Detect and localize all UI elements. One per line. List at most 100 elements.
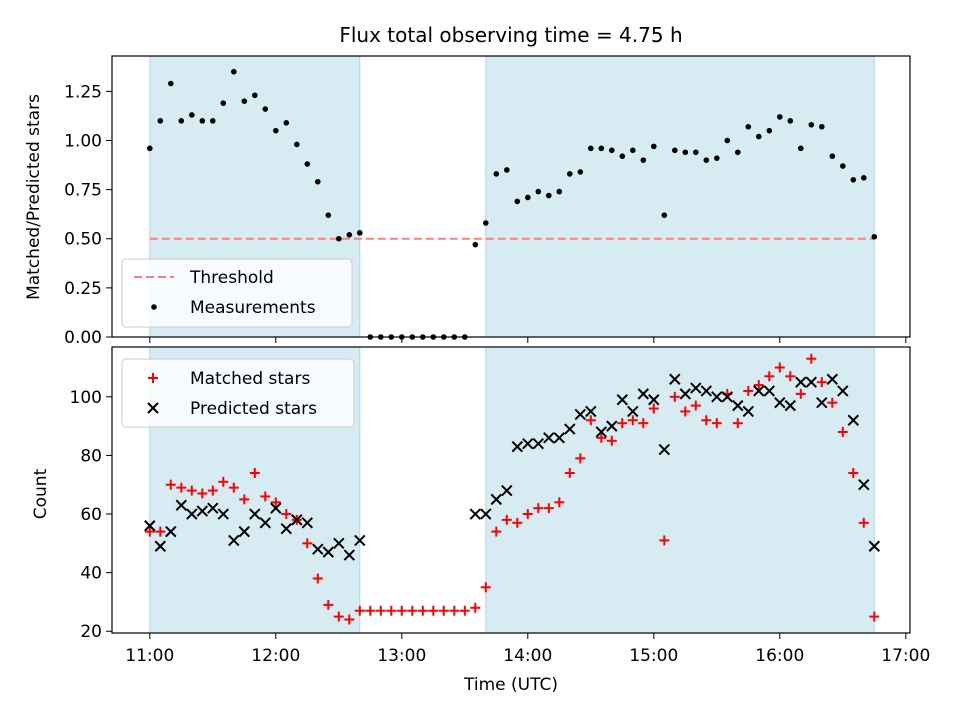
matched-star-point — [491, 526, 502, 537]
predicted-star-mark-b — [291, 514, 303, 526]
predicted-star-mark-b — [606, 420, 618, 432]
predicted-star-mark-b — [207, 502, 219, 514]
predicted-star-point — [312, 543, 324, 555]
measurement-point — [577, 169, 584, 175]
matched-star-point — [438, 605, 449, 616]
measurement-point — [640, 157, 647, 163]
predicted-star-point — [711, 391, 723, 403]
measurement-point — [525, 194, 531, 201]
predicted-star-point — [259, 517, 272, 529]
measurement-point — [189, 112, 195, 118]
bottom-panel: 20 40 60 80 100 11:00 12:00 13:00 14:00 15:00 16:… — [31, 346, 930, 695]
predicted-star-point — [774, 396, 786, 409]
top-y-axis-label: Matched/Predicted stars — [24, 94, 44, 300]
matched-star-points — [144, 353, 880, 625]
measurement-point — [735, 149, 741, 156]
bottom-x-tick-label: 14:00 — [503, 646, 552, 666]
predicted-star-point — [700, 385, 713, 397]
predicted-star-mark-b — [627, 405, 639, 418]
predicted-star-point — [564, 423, 576, 435]
matched-star-point — [669, 391, 680, 402]
matched-star-point — [281, 509, 292, 520]
matched-star-point — [858, 517, 869, 528]
matched-star-point — [375, 605, 386, 616]
predicted-star-mark-b — [522, 437, 534, 450]
matched-star-point — [449, 605, 460, 616]
predicted-star-point — [553, 432, 566, 444]
measurement-points — [147, 68, 878, 340]
predicted-star-mark-b — [742, 405, 755, 418]
measurement-point — [871, 233, 878, 240]
predicted-star-point — [154, 540, 167, 552]
top-plot-frame — [111, 55, 911, 338]
predicted-star-mark-b — [312, 543, 324, 555]
measurement-point — [504, 167, 510, 173]
predicted-star-mark-b — [658, 443, 671, 456]
top-x-ticks — [149, 337, 907, 343]
measurement-point — [231, 68, 237, 75]
predicted-star-point — [501, 484, 513, 497]
legend-threshold-label: Threshold — [189, 268, 274, 288]
matched-star-point — [837, 426, 848, 437]
predicted-star-mark-b — [616, 394, 629, 406]
predicted-star-mark-b — [196, 505, 209, 517]
measurement-point — [346, 232, 353, 238]
predicted-star-mark-b — [249, 508, 261, 520]
measurement-point — [850, 176, 857, 183]
predicted-star-mark-b — [763, 385, 776, 397]
predicted-star-mark-b — [553, 432, 566, 444]
predicted-star-point — [238, 525, 251, 538]
bottom-y-tick-label: 80 — [80, 446, 102, 466]
bottom-x-tick-label: 13:00 — [377, 646, 426, 666]
predicted-star-point — [795, 376, 807, 388]
predicted-star-points — [144, 373, 881, 561]
predicted-star-mark-b — [354, 534, 366, 547]
measurement-point — [808, 121, 815, 128]
predicted-star-mark-b — [480, 508, 492, 520]
predicted-star-mark-b — [595, 426, 608, 438]
predicted-star-point — [837, 385, 849, 397]
predicted-star-mark-b — [217, 508, 230, 520]
predicted-star-point — [784, 399, 797, 412]
predicted-star-mark-b — [280, 522, 293, 535]
matched-star-point — [207, 485, 218, 496]
predicted-star-mark-b — [175, 499, 188, 511]
predicted-star-point — [627, 405, 639, 418]
matched-star-point — [575, 453, 586, 464]
predicted-star-point — [511, 440, 524, 453]
predicted-star-point — [669, 373, 681, 385]
legend-matched-label: Matched stars — [190, 369, 310, 389]
matched-star-point — [585, 415, 596, 426]
measurement-point — [168, 80, 174, 87]
matched-star-point — [396, 605, 407, 616]
predicted-star-mark-b — [753, 385, 765, 397]
bottom-x-tick-label: 17:00 — [881, 646, 930, 666]
top-y-tick-label: 1.00 — [64, 131, 102, 151]
measurement-point — [336, 235, 342, 242]
predicted-star-point — [217, 508, 230, 520]
predicted-star-point — [196, 505, 209, 517]
predicted-star-point — [742, 405, 755, 418]
x-axis-label: Time (UTC) — [463, 675, 558, 695]
predicted-star-point — [858, 479, 870, 491]
predicted-star-mark-b — [784, 399, 797, 412]
matched-star-point — [543, 503, 554, 514]
predicted-star-point — [826, 373, 839, 385]
bottom-x-tick-label: 12:00 — [251, 646, 300, 666]
predicted-star-mark-b — [511, 440, 524, 453]
predicted-star-point — [679, 388, 692, 400]
measurement-point — [840, 163, 846, 169]
measurement-point — [630, 147, 636, 154]
measurement-point — [556, 188, 563, 195]
matched-star-point — [459, 605, 470, 616]
predicted-star-mark-b — [501, 484, 513, 497]
measurement-point — [598, 145, 605, 152]
predicted-star-mark-b — [826, 373, 839, 385]
top-y-tick-label: 0.25 — [64, 279, 102, 299]
predicted-star-point — [322, 546, 335, 558]
matched-star-point — [344, 614, 355, 625]
matched-star-point — [564, 468, 575, 479]
matched-star-point — [354, 605, 365, 616]
measurement-point — [199, 118, 206, 124]
